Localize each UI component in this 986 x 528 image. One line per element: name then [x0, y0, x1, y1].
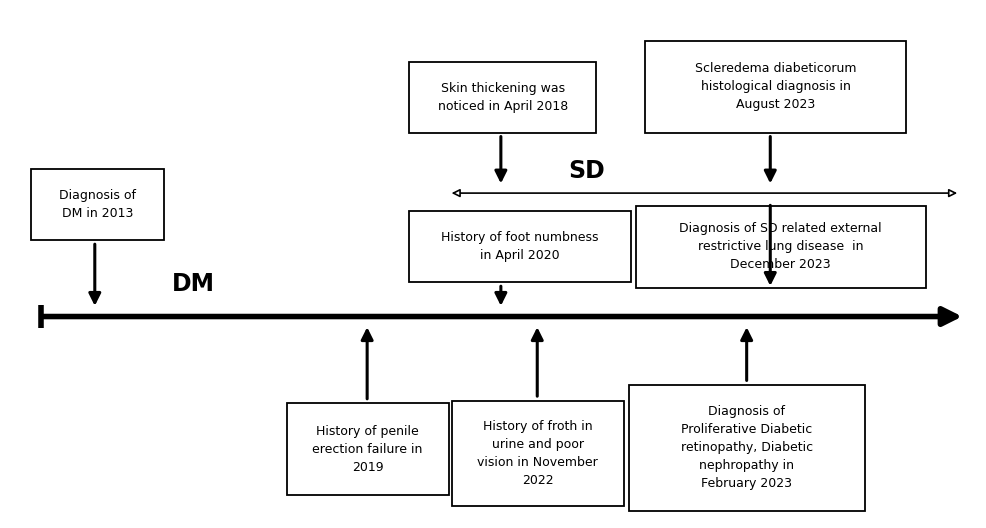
Text: Scleredema diabeticorum
histological diagnosis in
August 2023: Scleredema diabeticorum histological dia… — [695, 62, 857, 111]
Text: History of penile
erection failure in
2019: History of penile erection failure in 20… — [313, 425, 423, 474]
FancyBboxPatch shape — [646, 41, 906, 133]
Text: Skin thickening was
noticed in April 2018: Skin thickening was noticed in April 201… — [438, 82, 568, 113]
FancyBboxPatch shape — [636, 206, 926, 288]
FancyBboxPatch shape — [452, 401, 624, 506]
Text: Diagnosis of
Proliferative Diabetic
retinopathy, Diabetic
nephropathy in
Februar: Diagnosis of Proliferative Diabetic reti… — [680, 406, 812, 491]
FancyBboxPatch shape — [409, 62, 597, 133]
Text: Diagnosis of SD related external
restrictive lung disease  in
December 2023: Diagnosis of SD related external restric… — [679, 222, 881, 271]
Text: DM: DM — [172, 271, 215, 296]
FancyBboxPatch shape — [409, 212, 631, 282]
Text: SD: SD — [568, 158, 604, 183]
Text: History of froth in
urine and poor
vision in November
2022: History of froth in urine and poor visio… — [477, 420, 599, 487]
Text: History of foot numbness
in April 2020: History of foot numbness in April 2020 — [442, 231, 599, 262]
FancyBboxPatch shape — [629, 385, 865, 511]
Text: Diagnosis of
DM in 2013: Diagnosis of DM in 2013 — [59, 190, 136, 220]
FancyBboxPatch shape — [31, 169, 164, 240]
FancyBboxPatch shape — [287, 403, 449, 495]
